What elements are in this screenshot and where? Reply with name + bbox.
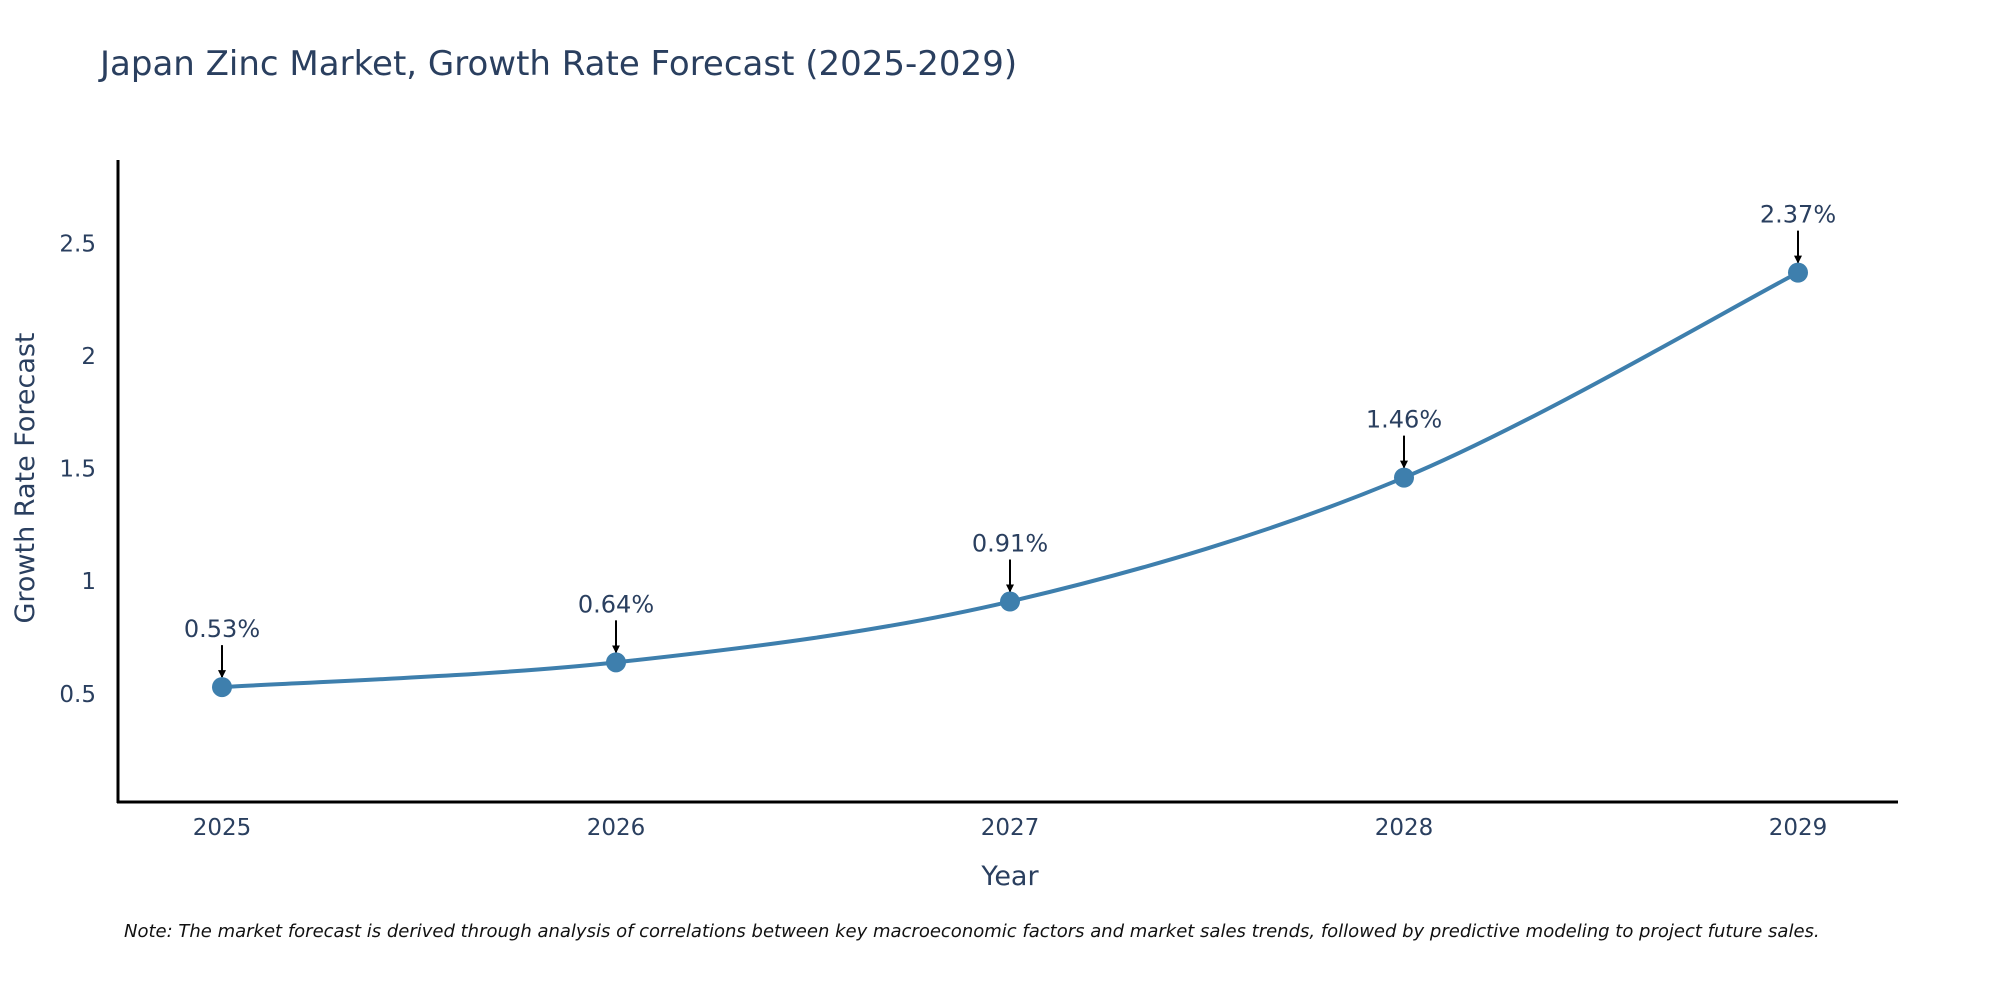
data-label: 0.53%: [184, 615, 260, 643]
data-label: 1.46%: [1366, 406, 1442, 434]
x-tick-label: 2027: [981, 815, 1040, 841]
data-point: [1788, 262, 1808, 283]
data-label: 2.37%: [1760, 201, 1836, 229]
x-tick-label: 2025: [193, 815, 252, 841]
data-point: [606, 652, 626, 673]
x-tick-label: 2028: [1375, 815, 1434, 841]
data-point: [1000, 591, 1020, 612]
y-tick-label: 0.5: [59, 682, 96, 708]
x-tick-label: 2029: [1769, 815, 1828, 841]
x-axis-label: Year: [980, 861, 1039, 892]
y-axis-label: Growth Rate Forecast: [10, 332, 41, 623]
y-tick-label: 1.5: [59, 457, 96, 483]
y-tick-label: 2.5: [59, 231, 96, 257]
data-point: [212, 677, 232, 698]
x-tick-label: 2026: [587, 815, 646, 841]
y-tick-label: 1: [81, 569, 96, 595]
data-point: [1394, 467, 1414, 488]
chart-note: Note: The market forecast is derived thr…: [124, 921, 1820, 942]
series-line: [221, 270, 1799, 690]
data-label: 0.64%: [578, 590, 654, 618]
data-label: 0.91%: [972, 530, 1048, 558]
chart-title: Japan Zinc Market, Growth Rate Forecast …: [100, 44, 1018, 84]
y-tick-label: 2: [81, 344, 96, 370]
